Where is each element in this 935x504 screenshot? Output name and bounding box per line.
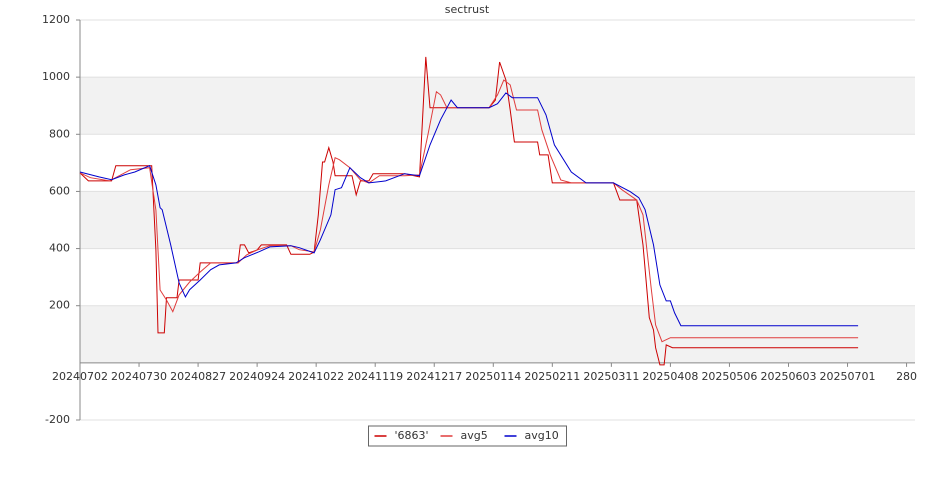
y-tick-label: -200 [45,413,70,426]
x-tick-label: 20250408 [642,370,698,383]
grid-band [80,77,915,135]
x-tick-label: 20241119 [347,370,403,383]
y-tick-label: 600 [49,184,70,197]
grid-band [80,305,915,363]
grid-band [80,191,915,249]
legend-label: avg5 [461,429,488,442]
y-tick-label: 1000 [42,70,70,83]
x-tick-label: 20250701 [820,370,876,383]
series-line [79,56,859,366]
x-tick-label: 20250211 [524,370,580,383]
y-tick-label: 800 [49,127,70,140]
legend-label: avg10 [525,429,559,442]
y-tick-label: 400 [49,242,70,255]
x-tick-label: 20240702 [52,370,108,383]
x-tick-label: 20240730 [111,370,167,383]
x-tick-label: 20240827 [170,370,226,383]
x-tick-label: 280 [896,370,917,383]
y-tick-label: 1200 [42,13,70,26]
x-tick-label: 20240924 [229,370,285,383]
legend-label: '6863' [395,429,429,442]
y-tick-label: 200 [49,299,70,312]
chart-title: sectrust [445,3,490,16]
x-tick-label: 20250603 [760,370,816,383]
series-line [79,92,859,327]
legend-box [368,425,567,447]
x-tick-label: 20241022 [288,370,344,383]
x-tick-label: 20250114 [465,370,521,383]
x-tick-label: 20250506 [701,370,757,383]
x-tick-label: 20241217 [406,370,462,383]
x-tick-label: 20250311 [583,370,639,383]
